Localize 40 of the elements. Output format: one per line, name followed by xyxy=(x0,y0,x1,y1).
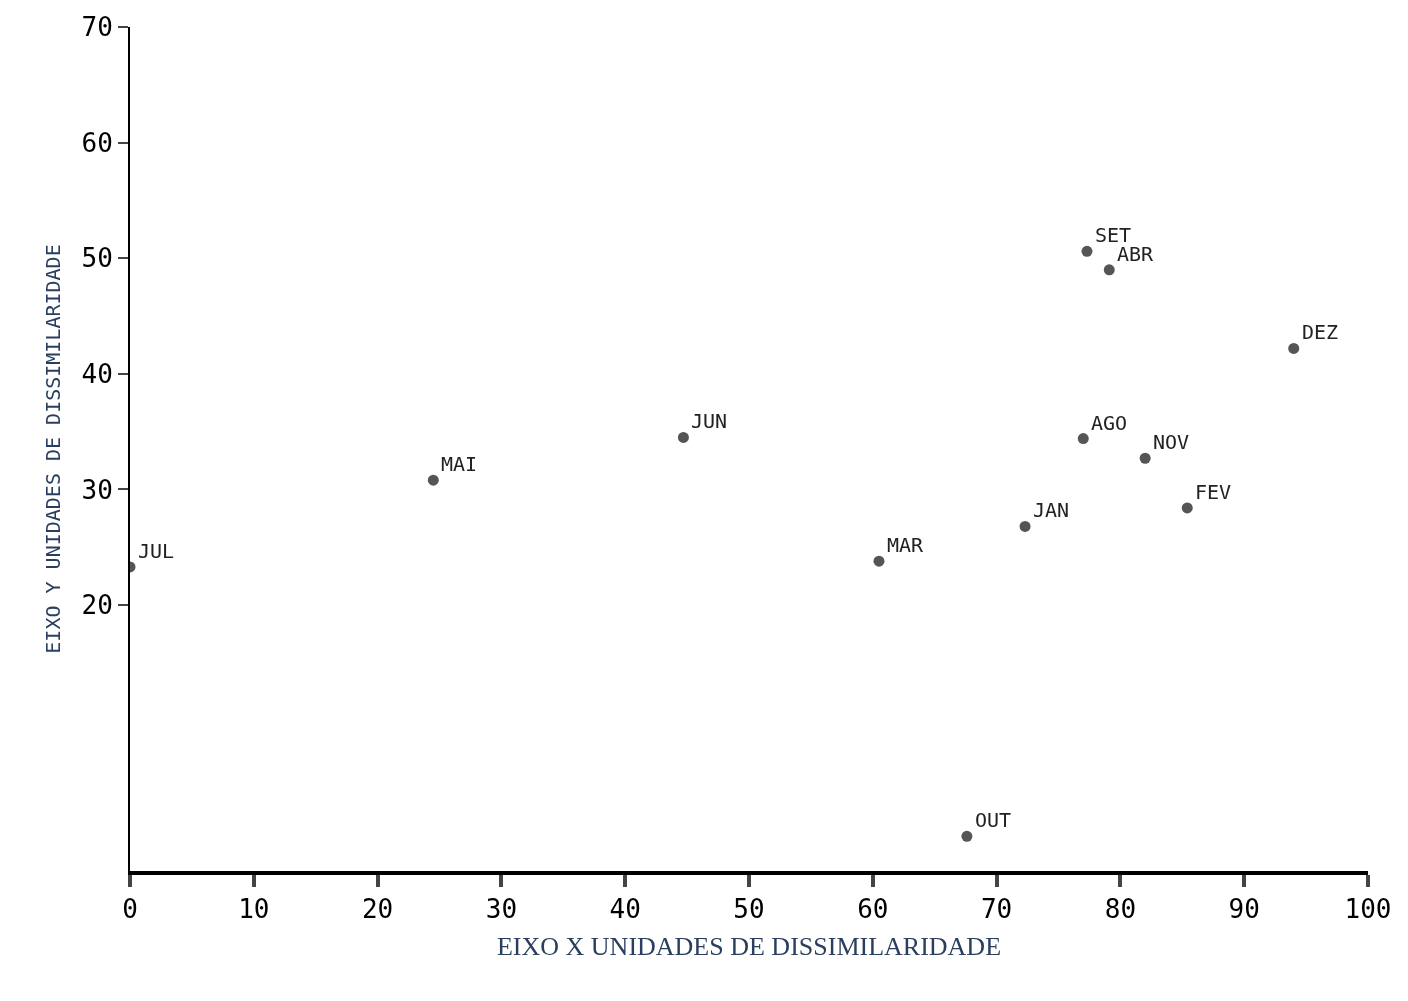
point xyxy=(1077,433,1089,445)
x-tick-label: 10 xyxy=(238,894,270,925)
point xyxy=(1103,264,1115,276)
x-tick-label: 90 xyxy=(1228,894,1260,925)
point xyxy=(873,555,885,567)
point xyxy=(961,830,973,842)
annotation: NOV xyxy=(1153,430,1190,454)
annotation: JUN xyxy=(691,409,728,433)
y-tick-label: 70 xyxy=(81,12,113,43)
x-tick-label: 50 xyxy=(733,894,765,925)
point xyxy=(1288,342,1300,354)
annotation: MAI xyxy=(441,452,478,476)
y-axis-title: EIXO Y UNIDADES DE DISSIMILARIDADE xyxy=(41,244,66,654)
x-tick-label: 0 xyxy=(122,894,138,925)
point xyxy=(427,474,439,486)
x-tick-label: 100 xyxy=(1344,894,1392,925)
annotation: FEV xyxy=(1195,480,1232,504)
annotation: JUL xyxy=(138,539,175,563)
x-tick-label: 40 xyxy=(609,894,641,925)
x-tick-label: 60 xyxy=(857,894,889,925)
point xyxy=(1081,245,1093,257)
point xyxy=(1019,520,1031,532)
y-tick-label: 50 xyxy=(81,243,113,274)
x-axis-title: EIXO X UNIDADES DE DISSIMILARIDADE xyxy=(496,932,1002,962)
annotation: DEZ xyxy=(1302,320,1339,344)
y-tick-label: 30 xyxy=(81,474,113,505)
annotation: JAN xyxy=(1033,498,1070,522)
annotation: MAR xyxy=(887,533,925,557)
y-tick-label: 20 xyxy=(81,590,113,621)
x-tick-label: 70 xyxy=(980,894,1013,925)
point xyxy=(1181,502,1193,514)
y-tick-label: 40 xyxy=(81,358,113,389)
y-tick-label: 60 xyxy=(81,127,113,158)
x-tick-label: 30 xyxy=(485,894,518,925)
annotation: AGO xyxy=(1091,411,1128,435)
x-tick-label: 20 xyxy=(361,894,394,925)
point xyxy=(1139,452,1151,464)
point xyxy=(677,431,689,443)
x-tick-label: 80 xyxy=(1104,894,1137,925)
annotation: OUT xyxy=(975,808,1012,832)
